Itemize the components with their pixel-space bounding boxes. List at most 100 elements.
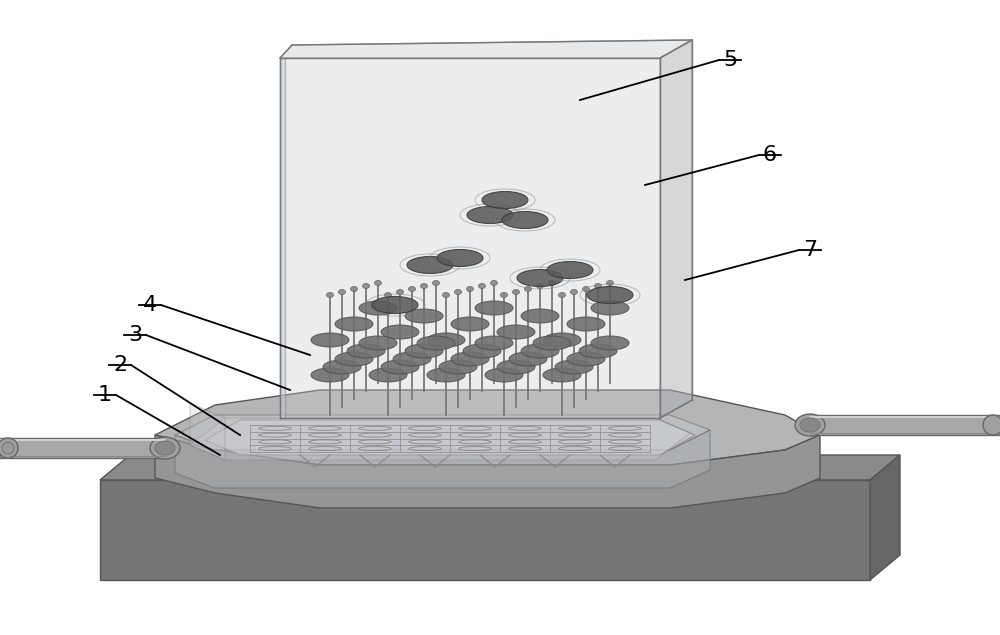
Ellipse shape (362, 283, 370, 288)
Ellipse shape (800, 418, 820, 432)
Ellipse shape (347, 344, 385, 358)
Polygon shape (205, 420, 695, 455)
Ellipse shape (501, 293, 508, 298)
Polygon shape (175, 415, 710, 450)
Ellipse shape (795, 414, 825, 436)
Ellipse shape (547, 262, 593, 279)
Ellipse shape (335, 317, 373, 331)
Text: 6: 6 (763, 145, 777, 165)
Ellipse shape (393, 352, 431, 366)
Polygon shape (190, 403, 225, 460)
Ellipse shape (543, 333, 581, 347)
Polygon shape (0, 438, 165, 458)
Ellipse shape (497, 325, 535, 339)
Polygon shape (190, 418, 690, 460)
Polygon shape (810, 415, 1000, 435)
Ellipse shape (359, 336, 397, 350)
Polygon shape (100, 455, 900, 480)
Ellipse shape (591, 301, 629, 315)
Ellipse shape (451, 352, 489, 366)
Ellipse shape (555, 360, 593, 374)
Polygon shape (660, 40, 692, 418)
Ellipse shape (582, 286, 590, 291)
Ellipse shape (384, 293, 392, 298)
Ellipse shape (405, 344, 443, 358)
Ellipse shape (548, 281, 556, 286)
Polygon shape (280, 40, 692, 58)
Ellipse shape (372, 297, 418, 314)
Ellipse shape (351, 286, 358, 291)
Ellipse shape (594, 283, 602, 288)
Ellipse shape (427, 368, 465, 382)
Ellipse shape (381, 325, 419, 339)
Text: 7: 7 (803, 240, 817, 260)
Ellipse shape (407, 257, 453, 274)
Ellipse shape (405, 309, 443, 323)
Ellipse shape (497, 360, 535, 374)
Polygon shape (100, 480, 870, 580)
Ellipse shape (521, 344, 559, 358)
Ellipse shape (417, 336, 455, 350)
Polygon shape (870, 455, 900, 580)
Ellipse shape (558, 293, 566, 298)
Ellipse shape (420, 283, 428, 288)
Ellipse shape (381, 360, 419, 374)
Ellipse shape (517, 269, 563, 286)
Ellipse shape (396, 290, 404, 295)
Ellipse shape (454, 290, 462, 295)
Polygon shape (280, 58, 660, 418)
Ellipse shape (482, 192, 528, 208)
Ellipse shape (533, 336, 571, 350)
Ellipse shape (502, 211, 548, 229)
Ellipse shape (2, 442, 14, 454)
Ellipse shape (466, 286, 474, 291)
Ellipse shape (323, 360, 361, 374)
Ellipse shape (439, 360, 477, 374)
Polygon shape (280, 58, 660, 418)
Polygon shape (155, 390, 820, 465)
Ellipse shape (155, 441, 175, 455)
Text: 3: 3 (128, 325, 142, 345)
Ellipse shape (359, 301, 397, 315)
Ellipse shape (567, 317, 605, 331)
Ellipse shape (475, 336, 513, 350)
Text: 4: 4 (143, 295, 157, 315)
Ellipse shape (437, 250, 483, 267)
Ellipse shape (509, 352, 547, 366)
Ellipse shape (591, 336, 629, 350)
Text: 5: 5 (723, 50, 737, 70)
Ellipse shape (369, 368, 407, 382)
Ellipse shape (536, 283, 544, 288)
Polygon shape (175, 430, 710, 488)
Ellipse shape (587, 286, 633, 304)
Ellipse shape (442, 293, 450, 298)
Text: 2: 2 (113, 355, 127, 375)
Ellipse shape (479, 283, 486, 288)
Text: 1: 1 (98, 385, 112, 405)
Ellipse shape (983, 415, 1000, 435)
Ellipse shape (427, 333, 465, 347)
Ellipse shape (485, 368, 523, 382)
Ellipse shape (567, 352, 605, 366)
Ellipse shape (606, 281, 614, 286)
Ellipse shape (0, 438, 18, 458)
Ellipse shape (326, 293, 334, 298)
Ellipse shape (570, 290, 578, 295)
Ellipse shape (338, 290, 346, 295)
Ellipse shape (311, 333, 349, 347)
Ellipse shape (490, 281, 498, 286)
Ellipse shape (432, 281, 440, 286)
Ellipse shape (543, 368, 581, 382)
Ellipse shape (409, 286, 416, 291)
Ellipse shape (524, 286, 532, 291)
Ellipse shape (374, 281, 382, 286)
Ellipse shape (311, 368, 349, 382)
Ellipse shape (521, 309, 559, 323)
Polygon shape (155, 435, 820, 508)
Ellipse shape (335, 352, 373, 366)
Ellipse shape (463, 344, 501, 358)
Ellipse shape (475, 301, 513, 315)
Ellipse shape (451, 317, 489, 331)
Ellipse shape (512, 290, 520, 295)
Ellipse shape (579, 344, 617, 358)
